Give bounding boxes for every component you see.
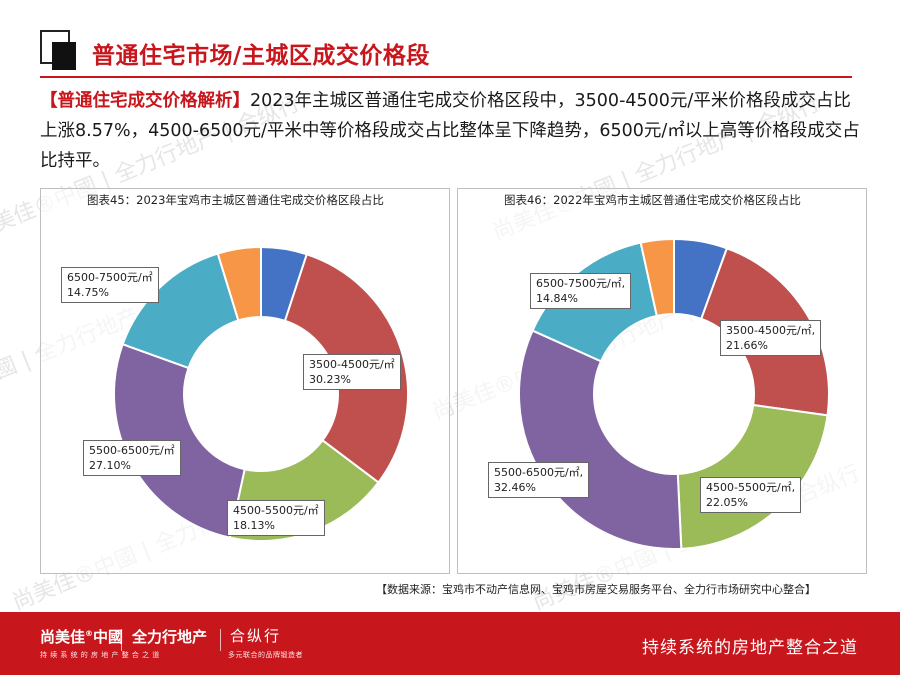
page-title: 普通住宅市场/主城区成交价格段: [92, 43, 430, 69]
chart-title: 图表46：2022年宝鸡市主城区普通住宅成交价格区段占比: [504, 193, 801, 207]
callout-4500-5500: 4500-5500元/㎡ 18.13%: [227, 500, 325, 536]
callout-6500-7500: 6500-7500元/㎡ 14.75%: [61, 267, 159, 303]
chart-2022-panel: 图表46：2022年宝鸡市主城区普通住宅成交价格区段占比 6500-7500元/…: [457, 188, 867, 574]
brand-tagline: 多元联合的品牌锻造者: [228, 651, 303, 659]
intro-paragraph: 【普通住宅成交价格解析】2023年主城区普通住宅成交价格区段中，3500-450…: [40, 86, 865, 176]
chart-2023-panel: 图表45：2023年宝鸡市主城区普通住宅成交价格区段占比 6500-7500元/…: [40, 188, 450, 574]
brand-tagline: 持续系统的房地产整合之道: [40, 651, 163, 659]
intro-highlight: 【普通住宅成交价格解析】: [40, 91, 250, 111]
data-source-note: 【数据来源：宝鸡市不动产信息网、宝鸡市房屋交易服务平台、全力行市场研究中心整合】: [376, 583, 816, 596]
callout-6500-7500: 6500-7500元/㎡, 14.84%: [530, 273, 632, 309]
donut-chart-2022: [518, 237, 830, 550]
brand-shangmeijia-logo: 尚美佳®中國: [40, 628, 124, 646]
brand-hezongxing-logo: 合纵行: [230, 627, 282, 645]
callout-5500-6500: 5500-6500元/㎡ 27.10%: [83, 440, 181, 476]
callout-4500-5500: 4500-5500元/㎡, 22.05%: [700, 477, 802, 513]
callout-5500-6500: 5500-6500元/㎡, 32.46%: [488, 462, 590, 498]
title-square-icon: [40, 30, 76, 70]
brand-quanlixing-logo: 全力行地产: [132, 628, 208, 646]
footer-divider: [220, 629, 221, 651]
callout-3500-4500: 3500-4500元/㎡, 21.66%: [720, 320, 822, 356]
intro-text: 2023年主城区普通住宅成交价格区段中，3500-4500元/平米价格段成交占比…: [40, 91, 860, 171]
donut-segment-5: [639, 237, 675, 318]
callout-3500-4500: 3500-4500元/㎡ 30.23%: [303, 354, 401, 390]
donut-segment-5: [216, 245, 262, 322]
footer-bar: 尚美佳®中國 全力行地产 合纵行 持续系统的房地产整合之道 多元联合的品牌锻造者…: [0, 612, 900, 675]
title-divider: [40, 76, 852, 78]
donut-segment-3: [518, 329, 683, 550]
footer-slogan: 持续系统的房地产整合之道: [642, 638, 858, 658]
chart-title: 图表45：2023年宝鸡市主城区普通住宅成交价格区段占比: [87, 193, 384, 207]
footer-divider: [121, 629, 122, 651]
